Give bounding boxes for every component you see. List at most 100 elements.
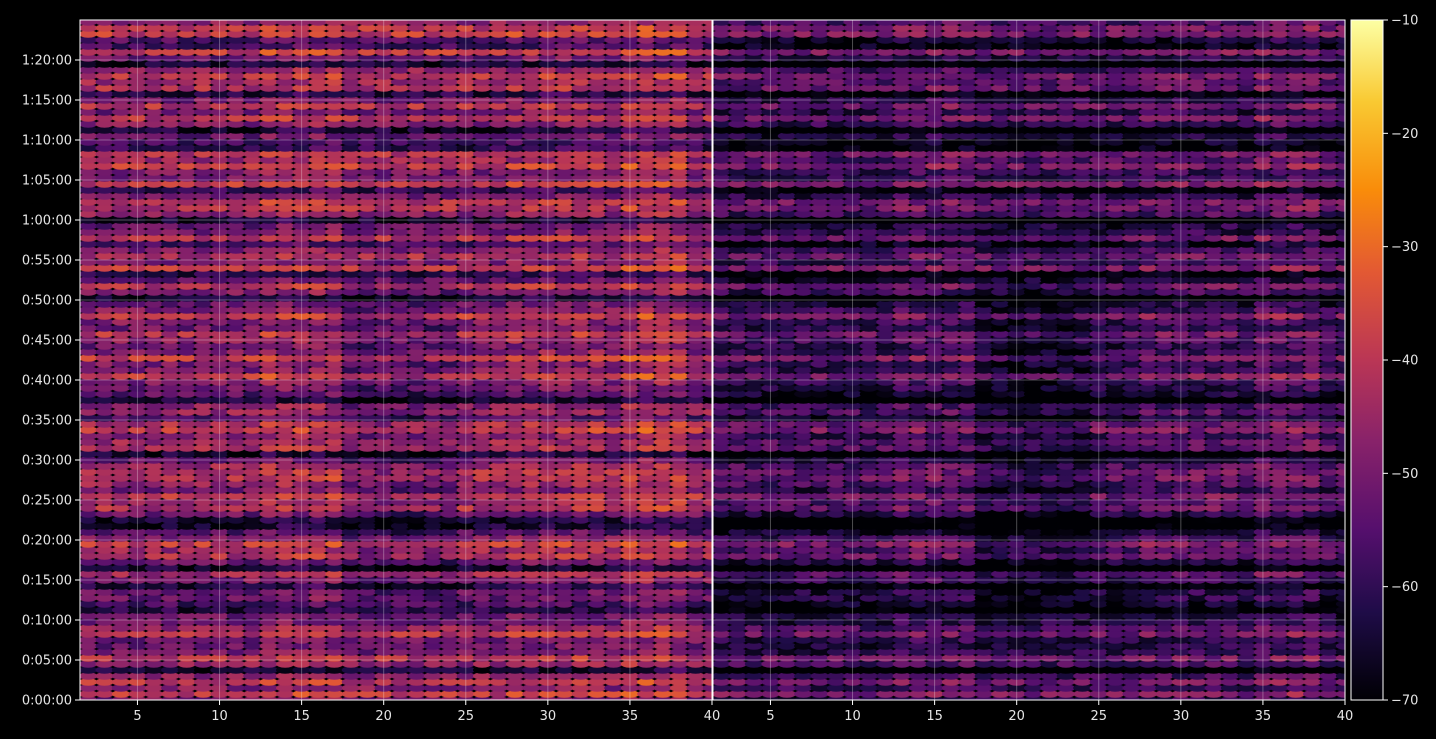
heatmap-cell	[210, 24, 229, 32]
heatmap-cell	[308, 318, 328, 326]
heatmap-cell	[144, 36, 164, 44]
heatmap-cell	[341, 396, 361, 404]
heatmap-cell	[358, 462, 377, 470]
heatmap-cell	[423, 20, 443, 26]
heatmap-cell	[259, 558, 278, 566]
heatmap-cell	[308, 288, 328, 296]
heatmap-cell	[243, 438, 262, 446]
heatmap-cell	[80, 354, 98, 362]
heatmap-cell	[243, 66, 262, 74]
heatmap-cell	[161, 456, 180, 464]
heatmap-cell	[177, 72, 196, 80]
heatmap-cell	[111, 270, 131, 278]
heatmap-cell	[243, 72, 262, 80]
heatmap-cell	[177, 156, 196, 164]
heatmap-cell	[161, 432, 180, 440]
heatmap-cell	[111, 648, 131, 656]
heatmap-cell	[161, 666, 180, 674]
heatmap-cell	[374, 108, 393, 116]
heatmap-cell	[193, 558, 213, 566]
heatmap-cell	[226, 96, 246, 104]
heatmap-cell	[341, 180, 361, 188]
heatmap-cell	[308, 180, 328, 188]
heatmap-cell	[210, 72, 229, 80]
heatmap-cell	[358, 366, 377, 374]
heatmap-cell	[276, 432, 295, 440]
heatmap-cell	[210, 510, 229, 518]
heatmap-cell	[292, 438, 311, 446]
heatmap-cell	[95, 684, 114, 692]
heatmap-cell	[144, 528, 164, 536]
heatmap-cell	[161, 510, 180, 518]
heatmap-cell	[80, 330, 98, 338]
heatmap-cell	[95, 96, 114, 104]
heatmap-cell	[177, 348, 196, 356]
heatmap-cell	[111, 486, 131, 494]
heatmap-cell	[243, 258, 262, 266]
heatmap-cell	[341, 336, 361, 344]
heatmap-cell	[111, 690, 131, 698]
heatmap-cell	[670, 20, 689, 26]
heatmap-cell	[226, 48, 246, 56]
heatmap-cell	[374, 540, 393, 548]
heatmap-cell	[226, 498, 246, 506]
heatmap-cell	[308, 696, 328, 700]
heatmap-cell	[358, 60, 377, 68]
heatmap-cell	[210, 252, 229, 260]
heatmap-cell	[473, 20, 492, 26]
heatmap-cell	[210, 48, 229, 56]
heatmap-cell	[292, 204, 311, 212]
heatmap-cell	[111, 456, 131, 464]
heatmap-cell	[210, 684, 229, 692]
heatmap-cell	[325, 132, 344, 140]
heatmap-cell	[226, 474, 246, 482]
heatmap-cell	[111, 552, 131, 560]
heatmap-cell	[259, 468, 278, 476]
heatmap-cell	[341, 372, 361, 380]
heatmap-cell	[308, 552, 328, 560]
heatmap-cell	[128, 648, 147, 656]
heatmap-cell	[276, 60, 295, 68]
heatmap-cell	[243, 24, 262, 32]
heatmap-cell	[292, 600, 311, 608]
heatmap-cell	[161, 360, 180, 368]
heatmap-cell	[111, 360, 131, 368]
heatmap-cell	[243, 534, 262, 542]
heatmap-cell	[259, 222, 278, 230]
heatmap-cell	[210, 486, 229, 494]
heatmap-cell	[144, 558, 164, 566]
heatmap-cell	[308, 270, 328, 278]
heatmap-cell	[128, 90, 147, 98]
heatmap-cell	[325, 396, 344, 404]
heatmap-cell	[259, 516, 278, 524]
heatmap-cell	[325, 468, 344, 476]
heatmap-cell	[144, 96, 164, 104]
heatmap-cell	[193, 444, 213, 452]
heatmap-cell	[144, 378, 164, 386]
heatmap-cell	[341, 246, 361, 254]
heatmap-cell	[341, 144, 361, 152]
heatmap-cell	[226, 360, 246, 368]
heatmap-cell	[358, 438, 377, 446]
heatmap-cell	[177, 384, 196, 392]
heatmap-cell	[292, 516, 311, 524]
heatmap-cell	[374, 84, 393, 92]
heatmap-cell	[276, 588, 295, 596]
heatmap-cell	[95, 696, 114, 700]
heatmap-cell	[276, 486, 295, 494]
heatmap-cell	[243, 468, 262, 476]
heatmap-cell	[161, 540, 180, 548]
heatmap-cell	[341, 330, 361, 338]
heatmap-cell	[325, 618, 344, 626]
heatmap-cell	[341, 84, 361, 92]
heatmap-cell	[144, 198, 164, 206]
heatmap-cell	[193, 36, 213, 44]
heatmap-cell	[243, 342, 262, 350]
heatmap-cell	[259, 24, 278, 32]
heatmap-cell	[308, 570, 328, 578]
heatmap-cell	[292, 570, 311, 578]
heatmap-cell	[243, 576, 262, 584]
heatmap-cell	[276, 24, 295, 32]
heatmap-cell	[210, 696, 229, 700]
heatmap-cell	[358, 360, 377, 368]
